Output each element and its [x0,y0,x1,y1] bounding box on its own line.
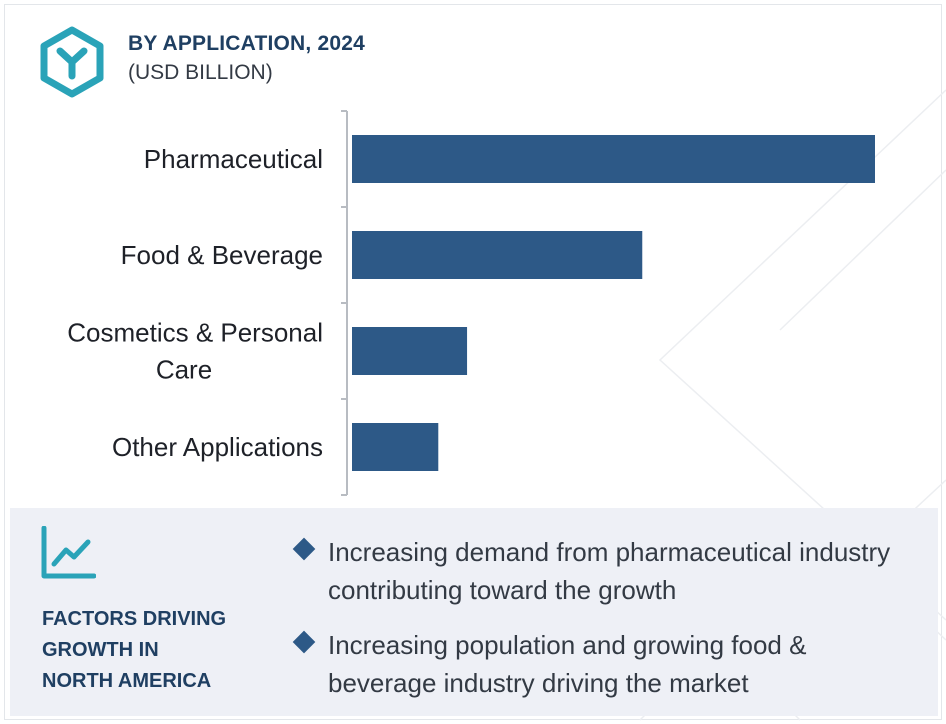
y-tick-label: Cosmetics & Personal [67,318,323,348]
factor-bullet-list: Increasing demand from pharmaceutical in… [292,533,912,719]
factors-panel [10,508,938,716]
bar [352,135,875,183]
y-tick-label: Other Applications [112,432,323,462]
diamond-bullet-icon [292,630,316,654]
factors-title-line: GROWTH IN [42,639,159,661]
factor-text: Increasing population and growing food &… [328,630,807,698]
y-tick-label: Pharmaceutical [144,144,323,174]
factors-title: FACTORS DRIVING GROWTH IN NORTH AMERICA [42,604,272,697]
chart-title: BY APPLICATION, 2024 [128,32,366,55]
factors-title-line: FACTORS DRIVING [42,608,227,630]
factors-title-line: NORTH AMERICA [42,670,212,692]
line-chart-trend-icon [41,526,96,579]
y-tick-label: Care [156,355,212,385]
y-tick-label: Food & Beverage [121,240,323,270]
hexagon-y-logo-icon [40,26,104,98]
bar [352,423,439,471]
list-item: Increasing population and growing food &… [292,626,912,702]
chart-subtitle: (USD BILLION) [128,61,273,84]
diamond-bullet-icon [292,537,316,561]
list-item: Increasing demand from pharmaceutical in… [292,533,912,609]
bar [352,231,643,279]
factor-text: Increasing demand from pharmaceutical in… [328,537,891,605]
bar [352,327,468,375]
